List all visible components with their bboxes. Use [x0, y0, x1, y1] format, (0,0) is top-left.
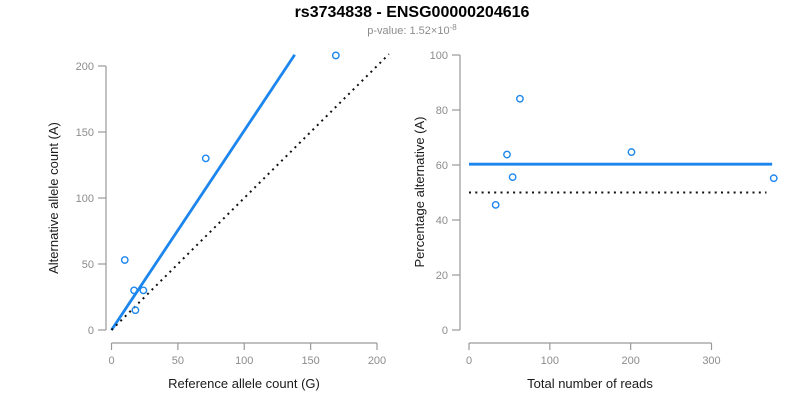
- data-point: [627, 148, 636, 156]
- y-tick-label: 80: [436, 105, 448, 117]
- left-xaxis-title: Reference allele count (G): [168, 376, 320, 391]
- data-point: [769, 174, 778, 183]
- y-tick-label: 50: [82, 259, 94, 271]
- y-tick-label: 60: [436, 160, 448, 172]
- data-point: [130, 286, 138, 295]
- fit-line: [110, 54, 296, 331]
- left-scatter-plot: 0 50 100 150 200 0 50 100 150 200: [76, 51, 390, 367]
- figure-title: rs3734838 - ENSG00000204616: [294, 4, 530, 21]
- right-scatter-plot: 0 20 40 60 80 100 0 100 200 300: [430, 50, 778, 367]
- right-yaxis-title: Percentage alternative (A): [412, 116, 427, 267]
- x-tick-label: 0: [466, 355, 472, 367]
- y-tick-label: 0: [88, 325, 94, 337]
- x-tick-label: 100: [235, 355, 253, 367]
- data-point: [491, 200, 500, 209]
- x-tick-label: 200: [368, 355, 386, 367]
- y-tick-label: 20: [436, 270, 448, 282]
- p-value-label: p-value: 1.52×10-8: [12, 23, 800, 37]
- x-tick-label: 50: [172, 355, 184, 367]
- data-point: [331, 51, 340, 60]
- x-tick-label: 150: [301, 355, 319, 367]
- p-value-times-ten: ×10: [430, 25, 450, 37]
- x-tick-label: 0: [108, 355, 114, 367]
- x-tick-label: 200: [621, 355, 639, 367]
- data-point: [508, 173, 517, 182]
- data-point: [201, 154, 210, 163]
- p-value-mantissa: 1.52: [409, 25, 431, 37]
- data-point: [503, 150, 511, 159]
- data-point: [131, 306, 140, 315]
- y-tick-label: 200: [76, 61, 94, 73]
- y-tick-label: 100: [76, 193, 94, 205]
- p-value-prefix: p-value:: [367, 25, 410, 37]
- data-point: [120, 256, 129, 264]
- y-tick-label: 40: [436, 215, 448, 227]
- data-point: [516, 94, 524, 103]
- right-xaxis-title: Total number of reads: [527, 376, 653, 391]
- y-tick-label: 100: [430, 50, 448, 62]
- left-yaxis-title: Alternative allele count (A): [46, 122, 61, 274]
- p-value-exponent: -8: [449, 23, 457, 32]
- y-tick-label: 150: [76, 127, 94, 139]
- identity-line: [110, 53, 390, 331]
- x-tick-label: 300: [702, 355, 720, 367]
- y-tick-label: 0: [442, 325, 448, 337]
- x-tick-label: 100: [541, 355, 559, 367]
- data-point: [139, 286, 148, 295]
